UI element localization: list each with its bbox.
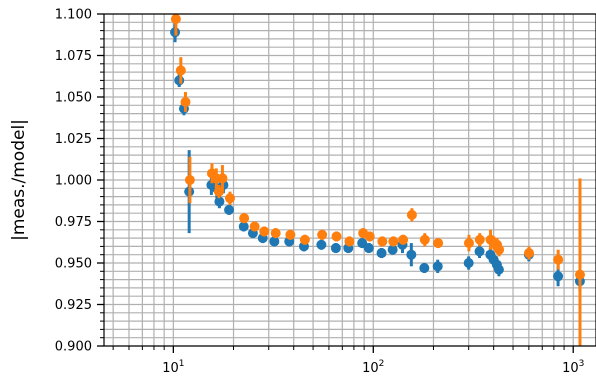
data-point [224, 193, 235, 204]
data-point [259, 226, 270, 237]
y-tick-label: 1.050 [55, 91, 92, 106]
data-point [574, 269, 585, 280]
data-point [463, 258, 474, 268]
data-point [344, 236, 355, 247]
data-point [494, 244, 505, 255]
data-point [553, 271, 564, 282]
data-point [239, 213, 250, 224]
data-point [317, 229, 328, 240]
data-point [406, 209, 417, 220]
data-point [419, 234, 430, 245]
data-point [364, 231, 375, 242]
data-point [387, 244, 398, 255]
data-point [249, 221, 260, 232]
data-point [377, 236, 388, 247]
data-point [174, 75, 185, 86]
data-point [180, 96, 191, 107]
data-point [388, 236, 399, 247]
data-point [553, 254, 564, 265]
data-point [406, 249, 417, 260]
data-point [270, 228, 281, 239]
data-point [170, 14, 181, 24]
data-point [524, 248, 535, 259]
y-axis-title: |meas./model| [9, 119, 29, 241]
x-tick-label: 102 [362, 359, 384, 376]
x-tick-label: 103 [562, 359, 584, 376]
y-tick-label: 1.075 [55, 49, 92, 64]
data-point [433, 238, 444, 249]
ticks [97, 13, 574, 353]
x-tick-label: 101 [162, 359, 184, 376]
data-point [238, 221, 249, 232]
data-point [175, 65, 186, 76]
y-tick-label: 1.000 [55, 174, 92, 189]
data-point [269, 236, 280, 247]
data-point [398, 234, 409, 245]
y-tick-label: 0.975 [55, 215, 92, 230]
y-tick-label: 0.900 [55, 340, 92, 355]
data-point [463, 238, 474, 249]
data-point [214, 196, 225, 207]
series-1 [170, 22, 585, 292]
y-tick-label: 1.025 [55, 132, 92, 147]
y-tick-label: 0.925 [55, 298, 92, 313]
series-2 [170, 14, 585, 346]
data-point [217, 173, 228, 184]
y-tick-label: 1.100 [55, 8, 92, 23]
tick-labels: 0.900 0.925 0.950 0.975 1.000 1.025 1.050 1.075… [55, 8, 585, 377]
data-point [224, 204, 235, 215]
data-point [285, 229, 296, 240]
data-point [419, 262, 430, 273]
plot-area [170, 14, 585, 346]
data-point [474, 234, 485, 245]
data-point [493, 264, 504, 275]
data-point [432, 261, 443, 272]
data-point [316, 239, 327, 250]
data-point [474, 246, 485, 257]
grid [104, 13, 596, 347]
plot-frame [103, 13, 596, 347]
data-point [184, 175, 195, 185]
data-point [376, 248, 387, 259]
y-tick-label: 0.950 [55, 257, 92, 272]
data-point [330, 243, 341, 254]
data-point [331, 231, 342, 242]
data-point [363, 243, 374, 254]
data-point [299, 234, 310, 245]
